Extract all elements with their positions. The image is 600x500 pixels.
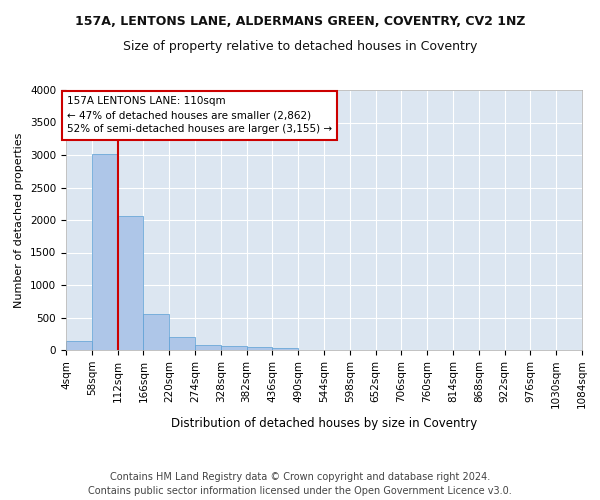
Bar xyxy=(92,154,118,350)
Text: Contains public sector information licensed under the Open Government Licence v3: Contains public sector information licen… xyxy=(88,486,512,496)
Bar xyxy=(169,337,195,350)
Bar xyxy=(272,348,298,350)
Bar xyxy=(66,341,92,350)
X-axis label: Distribution of detached houses by size in Coventry: Distribution of detached houses by size … xyxy=(171,416,477,430)
Bar xyxy=(118,216,143,350)
Bar xyxy=(195,345,221,350)
Text: Contains HM Land Registry data © Crown copyright and database right 2024.: Contains HM Land Registry data © Crown c… xyxy=(110,472,490,482)
Bar xyxy=(247,348,272,350)
Text: Size of property relative to detached houses in Coventry: Size of property relative to detached ho… xyxy=(123,40,477,53)
Bar xyxy=(143,314,169,350)
Text: 157A LENTONS LANE: 110sqm
← 47% of detached houses are smaller (2,862)
52% of se: 157A LENTONS LANE: 110sqm ← 47% of detac… xyxy=(67,96,332,134)
Y-axis label: Number of detached properties: Number of detached properties xyxy=(14,132,25,308)
Text: 157A, LENTONS LANE, ALDERMANS GREEN, COVENTRY, CV2 1NZ: 157A, LENTONS LANE, ALDERMANS GREEN, COV… xyxy=(75,15,525,28)
Bar xyxy=(221,346,247,350)
